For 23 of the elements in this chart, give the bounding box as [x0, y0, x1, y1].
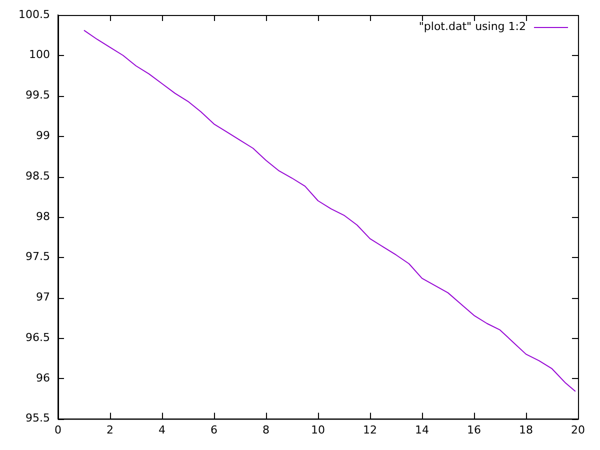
x-tick-label: 2	[106, 423, 114, 436]
y-tick-label: 99	[36, 129, 50, 142]
y-tick-label: 96.5	[26, 330, 50, 344]
x-tick-label: 0	[54, 423, 62, 436]
y-tick-label: 98.5	[26, 169, 50, 182]
x-tick-label: 18	[519, 423, 533, 436]
y-tick-label: 100	[29, 48, 50, 62]
x-tick-label: 6	[210, 423, 218, 436]
x-tick-label: 10	[311, 423, 325, 436]
x-tick-label: 4	[158, 423, 166, 436]
x-tick-label: 8	[262, 423, 270, 436]
x-tick-label: 12	[363, 423, 377, 436]
y-tick-label: 97	[36, 290, 50, 304]
y-tick-label: 96	[36, 371, 50, 384]
x-tick-label: 20	[571, 423, 585, 436]
x-tick-label: 14	[415, 423, 429, 436]
y-tick-label: 97.5	[26, 250, 50, 264]
y-tick-label: 100.5	[18, 8, 50, 21]
legend-label: "plot.dat" using 1:2	[418, 20, 526, 33]
y-tick-label: 99.5	[26, 88, 50, 102]
y-tick-label: 95.5	[26, 412, 50, 425]
x-tick-label: 16	[467, 423, 481, 436]
y-tick-label: 98	[36, 210, 50, 223]
